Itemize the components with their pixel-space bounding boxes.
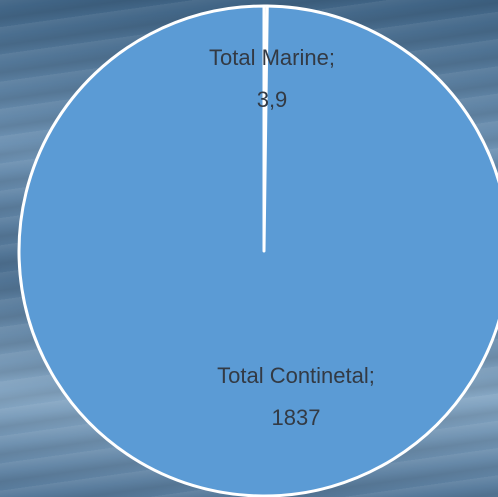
value-label: 1837	[272, 405, 321, 430]
category-label: Total Continetal	[217, 363, 369, 388]
chart: Total Marine; 3,9 Total Continetal; 1837	[0, 0, 498, 497]
label-separator: ;	[329, 45, 335, 70]
label-separator: ;	[369, 363, 375, 388]
data-label: Total Continetal; 1837	[216, 355, 376, 439]
data-label: Total Marine; 3,9	[162, 37, 382, 121]
value-label: 3,9	[257, 87, 288, 112]
category-label: Total Marine	[209, 45, 329, 70]
